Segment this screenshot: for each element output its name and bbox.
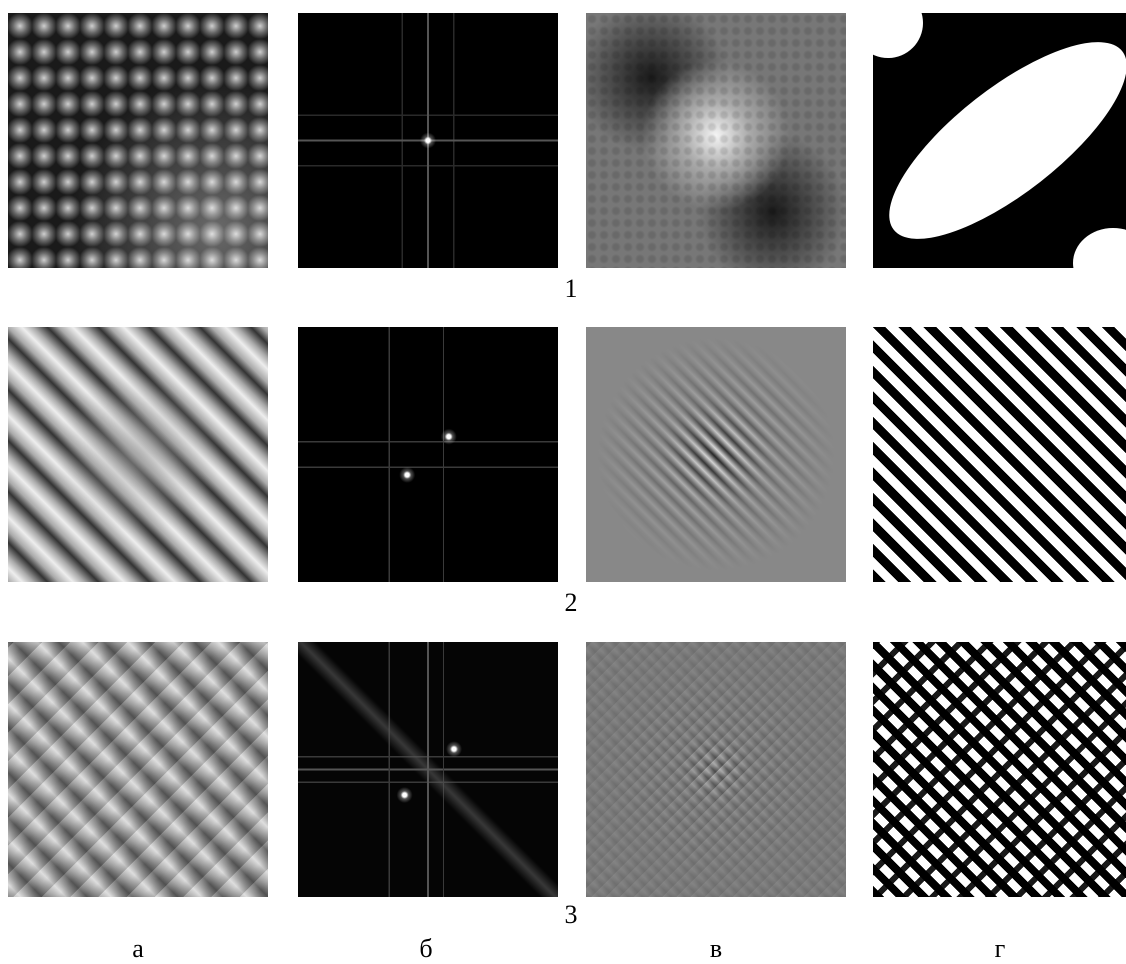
white-ellipse xyxy=(873,13,1126,268)
image-3b xyxy=(298,642,558,897)
column-label: б xyxy=(419,936,432,962)
corner-blob xyxy=(1073,228,1126,268)
image-2b xyxy=(298,327,558,582)
image-2d xyxy=(873,327,1126,582)
corner-blob xyxy=(873,13,923,58)
image-3d xyxy=(873,642,1126,897)
image-2a xyxy=(8,327,268,582)
image-2c xyxy=(586,327,846,582)
image-1b xyxy=(298,13,558,268)
page: 1 2 3 а б в г (() => { const data = JSON… xyxy=(0,0,1126,964)
image-1c xyxy=(586,13,846,268)
row-label: 1 xyxy=(565,276,578,302)
image-3a xyxy=(8,642,268,897)
image-1d xyxy=(873,13,1126,268)
row-label: 3 xyxy=(565,902,578,928)
column-label: г xyxy=(995,936,1006,962)
image-1a xyxy=(8,13,268,268)
column-label: в xyxy=(710,936,722,962)
row-label: 2 xyxy=(565,590,578,616)
column-label: а xyxy=(132,936,144,962)
image-3c xyxy=(586,642,846,897)
